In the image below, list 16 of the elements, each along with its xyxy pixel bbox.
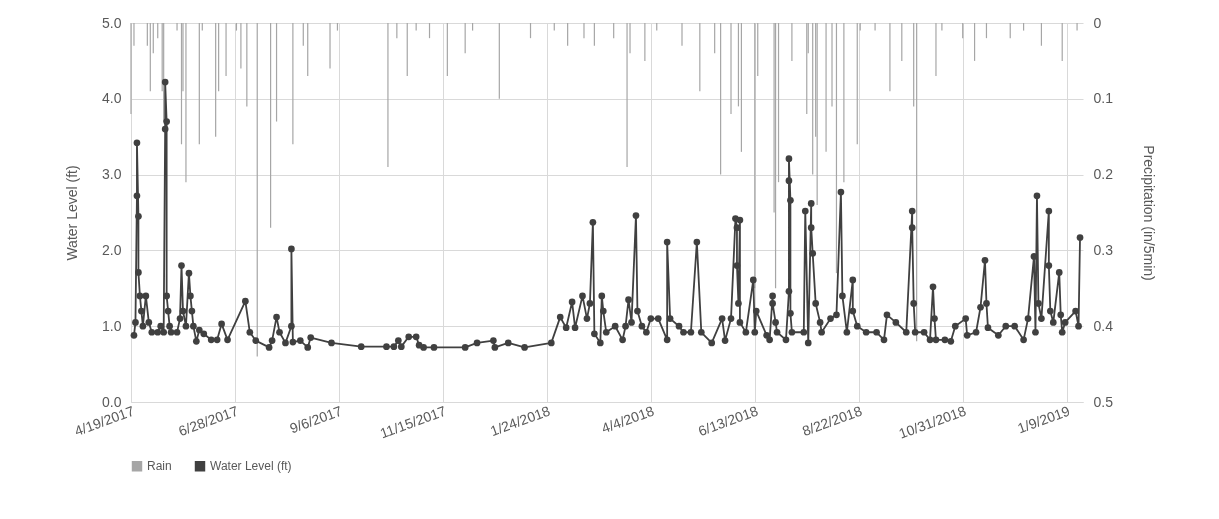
y-tick-label: 1.0 bbox=[102, 317, 122, 334]
y2-tick-label: 0.4 bbox=[1093, 317, 1114, 334]
y2-axis-title: Precipitation (in/5min) bbox=[1140, 145, 1157, 281]
y-axis-title: Water Level (ft) bbox=[64, 165, 81, 261]
y2-tick-label: 0.3 bbox=[1093, 241, 1114, 258]
y2-tick-label: 0.5 bbox=[1093, 393, 1114, 410]
y2-tick-label: 0.1 bbox=[1093, 90, 1114, 107]
y2-tick-label: 0 bbox=[1093, 14, 1102, 31]
legend-label: Water Level (ft) bbox=[210, 459, 292, 474]
y-tick-label: 5.0 bbox=[102, 14, 122, 31]
y2-tick-label: 0.2 bbox=[1093, 166, 1114, 183]
legend-label: Rain bbox=[147, 459, 172, 474]
y-tick-label: 3.0 bbox=[102, 166, 122, 183]
y-tick-label: 0.0 bbox=[102, 393, 122, 410]
y-tick-label: 4.0 bbox=[102, 90, 122, 107]
y-tick-label: 2.0 bbox=[102, 241, 122, 258]
